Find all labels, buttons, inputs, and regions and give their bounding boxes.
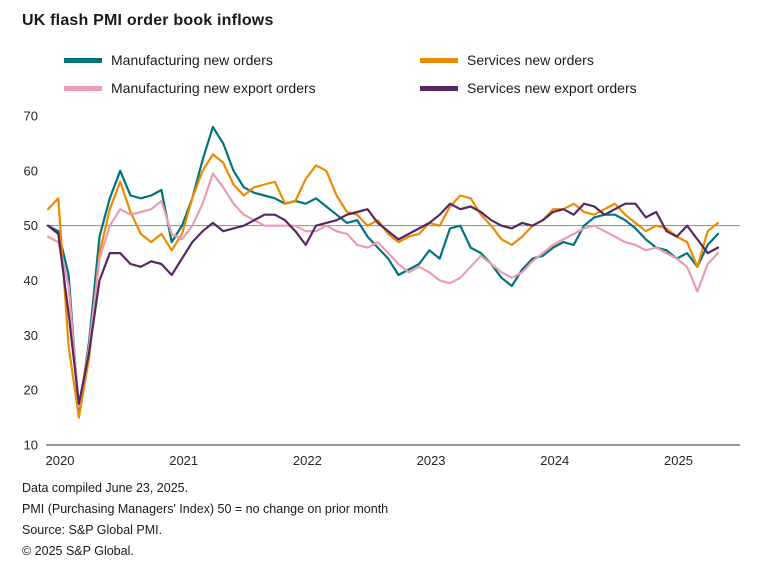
svg-text:60: 60: [24, 163, 38, 178]
legend-item-manufacturing-new-export-orders: Manufacturing new export orders: [64, 80, 420, 96]
legend-swatch-manufacturing-new-export-orders: [64, 85, 102, 91]
legend-label: Manufacturing new orders: [111, 52, 273, 68]
svg-text:2024: 2024: [540, 453, 569, 468]
svg-text:30: 30: [24, 328, 38, 343]
line-chart: 10 20 30 40 50 60 70 2020 2021 2022 2023 2024 2025: [0, 103, 763, 475]
svg-text:40: 40: [24, 273, 38, 288]
legend: Manufacturing new orders Services new or…: [64, 52, 637, 96]
chart-title: UK flash PMI order book inflows: [22, 12, 274, 29]
svg-text:50: 50: [24, 218, 38, 233]
line-chart-svg: 10 20 30 40 50 60 70 2020 2021 2022 2023 2024 2025: [24, 109, 740, 468]
footer-note-copyright: © 2025 S&P Global.: [22, 544, 134, 558]
svg-text:2025: 2025: [664, 453, 693, 468]
legend-label: Manufacturing new export orders: [111, 80, 316, 96]
legend-label: Services new export orders: [467, 80, 637, 96]
legend-label: Services new orders: [467, 52, 594, 68]
svg-text:10: 10: [24, 438, 38, 453]
svg-text:70: 70: [24, 109, 38, 124]
legend-item-manufacturing-new-orders: Manufacturing new orders: [64, 52, 420, 68]
legend-swatch-services-new-export-orders: [420, 85, 458, 91]
legend-item-services-new-orders: Services new orders: [420, 52, 637, 68]
footer-note-compiled: Data compiled June 23, 2025.: [22, 481, 189, 495]
svg-text:2020: 2020: [46, 453, 75, 468]
legend-swatch-services-new-orders: [420, 57, 458, 63]
svg-text:2023: 2023: [417, 453, 446, 468]
svg-text:2022: 2022: [293, 453, 322, 468]
legend-swatch-manufacturing-new-orders: [64, 57, 102, 63]
svg-text:20: 20: [24, 383, 38, 398]
footer-note-source: Source: S&P Global PMI.: [22, 523, 163, 537]
legend-item-services-new-export-orders: Services new export orders: [420, 80, 637, 96]
footer-note-pmi-definition: PMI (Purchasing Managers' Index) 50 = no…: [22, 502, 389, 516]
footer-notes: Data compiled June 23, 2025. PMI (Purcha…: [22, 478, 388, 562]
svg-text:2021: 2021: [169, 453, 198, 468]
